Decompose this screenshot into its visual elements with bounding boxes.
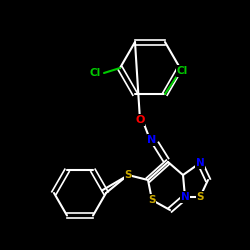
Text: S: S <box>196 192 204 202</box>
Text: N: N <box>180 192 190 202</box>
Text: N: N <box>196 158 204 168</box>
Text: S: S <box>148 195 156 205</box>
Text: O: O <box>135 115 145 125</box>
Text: Cl: Cl <box>176 66 188 76</box>
Text: S: S <box>124 170 132 180</box>
Text: N: N <box>148 135 156 145</box>
Text: Cl: Cl <box>90 68 101 78</box>
